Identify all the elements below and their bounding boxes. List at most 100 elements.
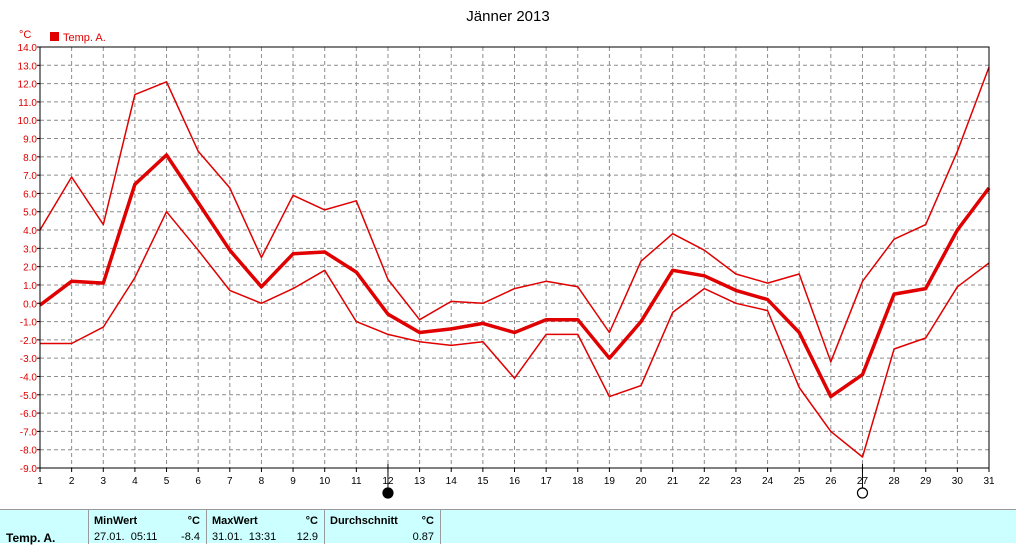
- data-point: [767, 299, 769, 301]
- data-point: [830, 361, 832, 363]
- x-tick-label: 19: [604, 476, 616, 487]
- x-tick-label: 14: [446, 476, 458, 487]
- data-point: [387, 278, 389, 280]
- y-tick-label: -3.0: [20, 354, 38, 365]
- data-point: [102, 326, 104, 328]
- data-point: [545, 280, 547, 282]
- x-tick-label: 22: [699, 476, 711, 487]
- avg-header: Durchschnitt: [330, 515, 398, 527]
- data-point: [640, 385, 642, 387]
- y-tick-label: -1.0: [20, 318, 38, 329]
- y-tick-label: 8.0: [23, 153, 37, 164]
- data-point: [798, 273, 800, 275]
- x-tick-label: 7: [227, 476, 233, 487]
- x-tick-label: 16: [509, 476, 521, 487]
- data-point: [134, 277, 136, 279]
- y-tick-label: 10.0: [18, 116, 38, 127]
- data-point: [450, 300, 452, 302]
- data-point: [672, 269, 674, 271]
- data-point: [419, 319, 421, 321]
- max-value: 12.9: [296, 531, 318, 543]
- data-point: [703, 288, 705, 290]
- max-unit: °C: [305, 515, 318, 527]
- data-point: [608, 357, 610, 359]
- y-tick-label: 5.0: [23, 208, 37, 219]
- y-tick-label: -9.0: [20, 464, 38, 475]
- data-point: [260, 286, 262, 288]
- data-point: [861, 456, 863, 458]
- x-tick-label: 17: [541, 476, 553, 487]
- y-tick-label: -5.0: [20, 391, 38, 402]
- x-tick-label: 3: [100, 476, 106, 487]
- data-point: [956, 150, 958, 152]
- data-point: [830, 396, 832, 398]
- data-point: [482, 322, 484, 324]
- x-tick-label: 24: [762, 476, 774, 487]
- data-point: [260, 302, 262, 304]
- data-point: [387, 333, 389, 335]
- data-point: [767, 282, 769, 284]
- data-point: [229, 249, 231, 251]
- x-tick-label: 11: [351, 476, 362, 487]
- data-point: [735, 302, 737, 304]
- y-tick-label: 3.0: [23, 244, 37, 255]
- y-tick-label: -2.0: [20, 336, 38, 347]
- data-point: [71, 280, 73, 282]
- x-tick-label: 10: [319, 476, 331, 487]
- x-tick-label: 13: [414, 476, 426, 487]
- y-tick-label: -8.0: [20, 446, 38, 457]
- data-point: [703, 249, 705, 251]
- x-tick-label: 15: [477, 476, 489, 487]
- data-point: [260, 257, 262, 258]
- data-point: [608, 396, 610, 398]
- data-point: [355, 321, 357, 323]
- summary-avg-cell: Durchschnitt °C 0.87: [325, 510, 441, 544]
- data-point: [956, 229, 958, 231]
- data-point: [292, 253, 294, 255]
- data-point: [514, 332, 515, 334]
- data-point: [71, 176, 73, 178]
- y-tick-label: 2.0: [23, 263, 37, 274]
- data-point: [229, 187, 231, 189]
- data-point: [672, 311, 674, 313]
- x-tick-label: 8: [259, 476, 265, 487]
- data-point: [577, 286, 579, 288]
- data-point: [735, 289, 737, 291]
- x-tick-label: 31: [983, 476, 995, 487]
- summary-min-cell: MinWert °C 27.01. 05:11 -8.4: [89, 510, 207, 544]
- data-point: [925, 337, 927, 339]
- data-point: [767, 310, 769, 312]
- data-point: [640, 321, 642, 323]
- x-tick-label: 28: [889, 476, 901, 487]
- data-point: [545, 333, 547, 335]
- data-point: [197, 249, 199, 251]
- temperature-chart: Jänner 2013 °C Temp. A. 14.013.012.011.0…: [18, 8, 995, 499]
- x-tick-label: 23: [730, 476, 742, 487]
- y-tick-label: 6.0: [23, 189, 37, 200]
- plot-area-frame: [39, 46, 990, 469]
- data-point: [925, 288, 927, 290]
- data-point: [419, 332, 421, 334]
- x-tick-label: 20: [635, 476, 647, 487]
- x-tick-label: 4: [132, 476, 138, 487]
- data-point: [292, 288, 294, 290]
- x-tick-label: 2: [69, 476, 75, 487]
- y-tick-label: -6.0: [20, 409, 38, 420]
- data-point: [134, 94, 136, 96]
- data-point: [355, 200, 357, 202]
- data-point: [893, 348, 895, 350]
- data-point: [324, 251, 326, 253]
- x-tick-label: 25: [794, 476, 806, 487]
- x-tick-label: 9: [290, 476, 296, 487]
- full-moon-icon: [856, 487, 869, 499]
- legend-label: Temp. A.: [63, 32, 106, 44]
- data-point: [166, 154, 168, 156]
- y-tick-label: -7.0: [20, 427, 38, 438]
- data-point: [830, 430, 832, 432]
- data-point: [419, 341, 421, 343]
- data-point: [134, 183, 136, 185]
- legend-swatch: [50, 32, 59, 41]
- summary-bar: Temp. A. MinWert °C 27.01. 05:11 -8.4 Ma…: [0, 509, 1016, 545]
- data-point: [861, 280, 863, 282]
- chart-title: Jänner 2013: [466, 8, 549, 25]
